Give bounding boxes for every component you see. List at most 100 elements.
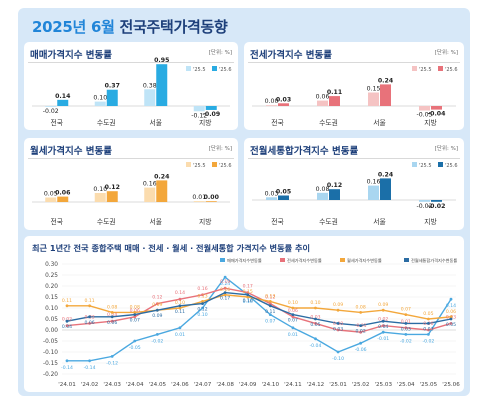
trend-point-2-7	[223, 293, 227, 297]
trend-point-0-7	[223, 275, 227, 279]
trend-point-0-5	[178, 326, 182, 330]
trend-point-label-0-17: 0.14	[446, 303, 456, 309]
trend-point-label-2-15: 0.07	[401, 307, 411, 313]
monthly-bar-prev-1	[94, 193, 106, 202]
trend-y-tick-0: 0.30	[45, 262, 58, 268]
trend-y-tick-6: 0.00	[45, 328, 58, 334]
combined-legend-swatch-prev	[412, 162, 417, 167]
trend-point-label-0-6: 0.10	[197, 312, 207, 318]
trend-point-2-2	[110, 311, 114, 314]
trend-point-label-3-6: 0.12	[197, 307, 207, 313]
trend-y-tick-3: 0.15	[45, 295, 58, 301]
trend-point-0-10	[291, 326, 295, 330]
trend-point-1-13	[359, 330, 363, 334]
trend-point-0-11	[314, 337, 317, 341]
trend-point-label-0-2: -0.12	[106, 360, 118, 366]
monthly-bar-value-prev-0: 0.05	[44, 191, 58, 198]
trend-point-label-2-6: 0.13	[197, 293, 207, 299]
trend-line-chart: 최근 1년간 전국 종합주택 매매 · 전세 · 월세 · 전월세통합 가격지수…	[32, 243, 460, 388]
sale-legend-label-prev: '25.5	[193, 67, 206, 73]
monthly-bar-cur-3	[205, 201, 217, 202]
jeonse-bar-prev-2	[368, 92, 379, 106]
page-title: 2025년 6월 전국주택가격동향	[32, 16, 228, 37]
monthly-bar-prev-0	[45, 197, 57, 202]
trend-point-label-0-9: 0.07	[265, 319, 275, 325]
trend-y-tick-1: 0.25	[45, 273, 58, 279]
trend-point-label-3-9: 0.11	[265, 309, 275, 315]
trend-x-tick-0: '24.01	[58, 382, 76, 388]
combined-bar-value-prev-0: 0.03	[265, 190, 279, 197]
trend-point-label-0-16: -0.02	[422, 338, 434, 344]
trend-point-3-15	[404, 322, 408, 325]
trend-point-label-3-16: 0.03	[423, 326, 433, 332]
trend-point-0-16	[427, 333, 430, 336]
jeonse-legend-label-prev: '25.5	[419, 67, 432, 73]
sale-category-label-0: 전국	[50, 118, 63, 127]
trend-point-3-17	[449, 317, 453, 321]
trend-point-1-2	[110, 319, 114, 323]
combined-title-divider	[248, 158, 460, 159]
trend-point-1-9	[268, 302, 272, 305]
sale-bar-value-cur-3: -0.09	[202, 111, 220, 118]
jeonse-category-label-2: 서울	[373, 118, 386, 127]
trend-point-1-7	[223, 286, 227, 290]
trend-x-tick-10: '24.11	[284, 382, 302, 388]
combined-bar-value-prev-2: 0.16	[367, 179, 381, 186]
monthly-panel: 월세가격지수 변동률 [단위: %] '25.5 '25.6 0.05 0.06 전국 0…	[24, 138, 238, 230]
trend-point-3-7	[223, 291, 227, 294]
sale-panel-title: 매매가격지수 변동률	[30, 50, 112, 61]
trend-point-label-0-8: 0.16	[243, 299, 253, 305]
jeonse-legend-swatch-prev	[412, 66, 417, 71]
jeonse-bar-prev-0	[266, 105, 277, 106]
trend-y-tick-4: 0.10	[45, 306, 58, 312]
sale-panel: 매매가격지수 변동률 [단위: %] '25.5 '25.6 -0.02 0.14 전국…	[24, 42, 238, 130]
trend-legend-swatch-2	[340, 258, 345, 262]
trend-point-label-2-10: 0.10	[288, 300, 298, 306]
trend-point-label-1-6: 0.16	[197, 286, 207, 292]
jeonse-bar-prev-3	[419, 106, 430, 111]
sale-bar-value-prev-2: 0.38	[143, 82, 157, 89]
title-date: 2025년 6월	[32, 18, 115, 36]
trend-point-2-1	[88, 304, 91, 308]
trend-point-label-0-3: -0.05	[129, 345, 141, 351]
monthly-title-divider	[28, 158, 234, 159]
combined-category-label-3: 지방	[424, 217, 437, 226]
trend-point-0-12	[336, 350, 340, 354]
trend-point-2-8	[246, 295, 250, 299]
monthly-panel-title: 월세가격지수 변동률	[30, 146, 112, 157]
trend-point-label-2-9: 0.13	[265, 293, 275, 299]
trend-point-label-3-17: 0.05	[446, 322, 456, 328]
trend-point-2-5	[178, 306, 182, 310]
monthly-bar-prev-3	[193, 201, 205, 202]
monthly-category-label-0: 전국	[50, 217, 63, 226]
trend-point-label-0-7: 0.24	[220, 281, 230, 287]
trend-point-3-14	[381, 319, 385, 323]
trend-point-3-10	[291, 313, 295, 316]
trend-point-label-2-13: 0.08	[356, 304, 366, 310]
jeonse-bar-value-cur-3: -0.04	[428, 111, 447, 118]
trend-point-2-13	[359, 311, 363, 314]
trend-x-tick-9: '24.10	[262, 382, 280, 388]
sale-bar-cur-2	[156, 64, 168, 106]
trend-point-label-1-2: 0.04	[107, 312, 117, 318]
trend-legend-swatch-1	[280, 258, 285, 262]
trend-point-3-5	[178, 304, 182, 308]
trend-point-label-1-9: 0.12	[265, 295, 275, 301]
trend-point-2-11	[314, 306, 317, 310]
trend-x-tick-3: '24.04	[126, 382, 144, 388]
jeonse-panel-title: 전세가격지수 변동률	[250, 50, 332, 61]
sale-bar-prev-1	[94, 101, 106, 106]
sale-category-label-3: 지방	[199, 118, 212, 127]
combined-category-label-2: 서울	[373, 217, 386, 226]
sale-title-divider	[28, 62, 234, 63]
trend-point-1-10	[291, 315, 295, 319]
trend-point-0-9	[268, 313, 272, 316]
trend-x-tick-8: '24.09	[239, 382, 257, 388]
combined-bar-value-prev-1: 0.08	[316, 186, 330, 193]
trend-point-0-2	[110, 355, 114, 358]
monthly-bar-value-cur-0: 0.06	[55, 190, 70, 197]
trend-legend-label-2: 월세가격지수변동률	[347, 257, 382, 264]
trend-point-1-15	[404, 326, 408, 330]
jeonse-unit-label: [단위: %]	[434, 50, 458, 56]
trend-series-line-3	[66, 291, 452, 327]
